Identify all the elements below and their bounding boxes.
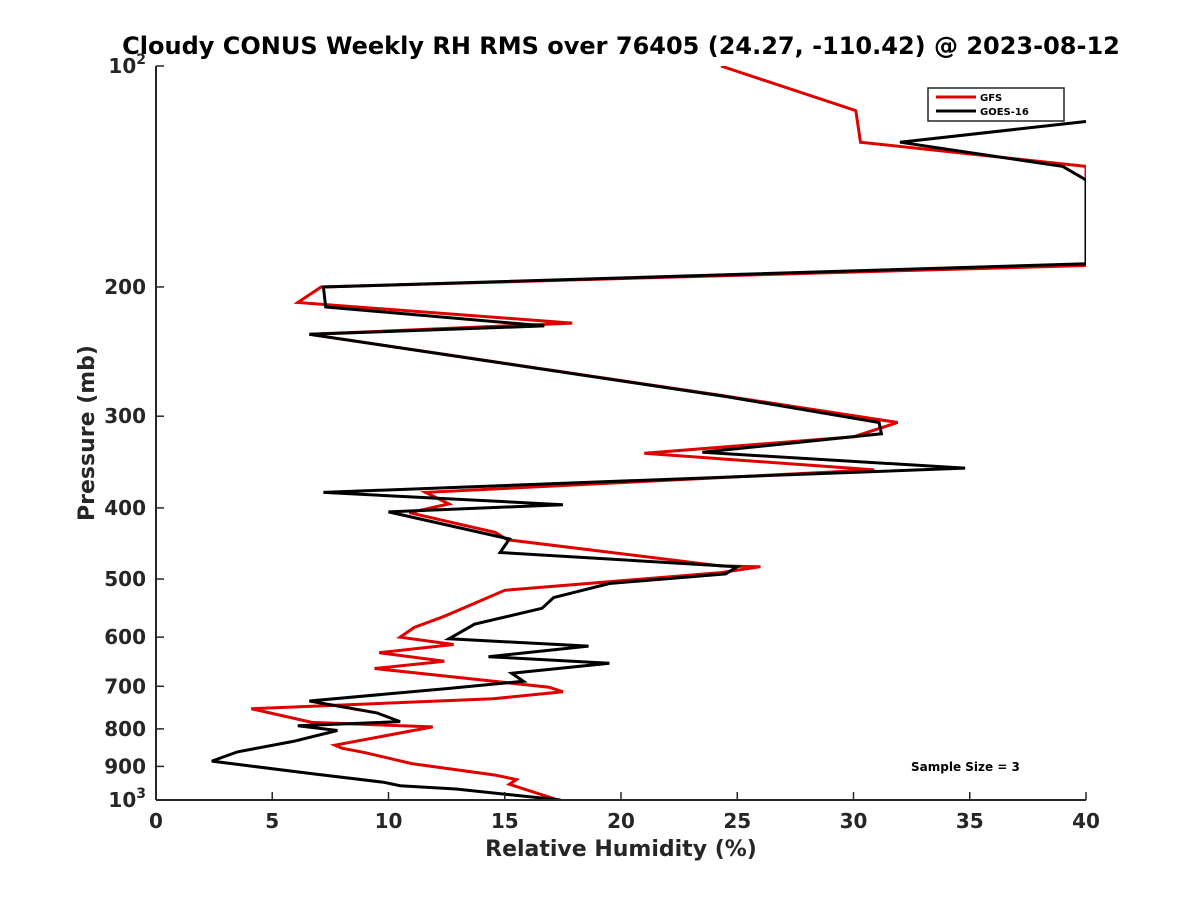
axes: [155, 66, 1086, 801]
y-axis-label: Pressure (mb): [75, 345, 100, 521]
legend: GFS GOES-16: [927, 87, 1065, 122]
y-tick-label: 600: [104, 625, 146, 649]
legend-box: [927, 87, 1065, 122]
x-tick-label: 5: [265, 809, 279, 833]
x-tick-label: 20: [607, 809, 635, 833]
y-tick-label: 700: [104, 674, 146, 698]
y-tick-label: 200: [104, 275, 146, 299]
sample-size-annotation: Sample Size = 3: [911, 760, 1020, 774]
y-ticks: 102 200 300 400 500 600 700 800 900 103: [104, 52, 164, 812]
x-tick-label: 25: [723, 809, 751, 833]
x-ticks: 0 5 10 15 20 25 30 35 40: [149, 792, 1100, 833]
y-tick-label: 800: [104, 717, 146, 741]
legend-label-gfs: GFS: [980, 93, 1002, 104]
y-tick-label: 900: [104, 754, 146, 778]
chart-title: Cloudy CONUS Weekly RH RMS over 76405 (2…: [122, 32, 1120, 60]
y-tick-label: 500: [104, 567, 146, 591]
x-tick-label: 0: [149, 809, 163, 833]
y-tick-label: 300: [104, 404, 146, 428]
y-tick-label: 102: [108, 52, 146, 78]
y-tick-label: 103: [108, 786, 146, 812]
x-tick-label: 35: [956, 809, 984, 833]
series-line-goes16: [211, 120, 1086, 800]
legend-label-goes16: GOES-16: [980, 107, 1029, 118]
y-tick-label: 400: [104, 496, 146, 520]
series-line-gfs: [250, 66, 1086, 800]
x-tick-label: 15: [491, 809, 519, 833]
x-tick-label: 10: [375, 809, 403, 833]
plot-lines: [211, 66, 1086, 800]
x-tick-label: 30: [840, 809, 868, 833]
x-axis-label: Relative Humidity (%): [485, 837, 757, 862]
x-tick-label: 40: [1072, 809, 1100, 833]
